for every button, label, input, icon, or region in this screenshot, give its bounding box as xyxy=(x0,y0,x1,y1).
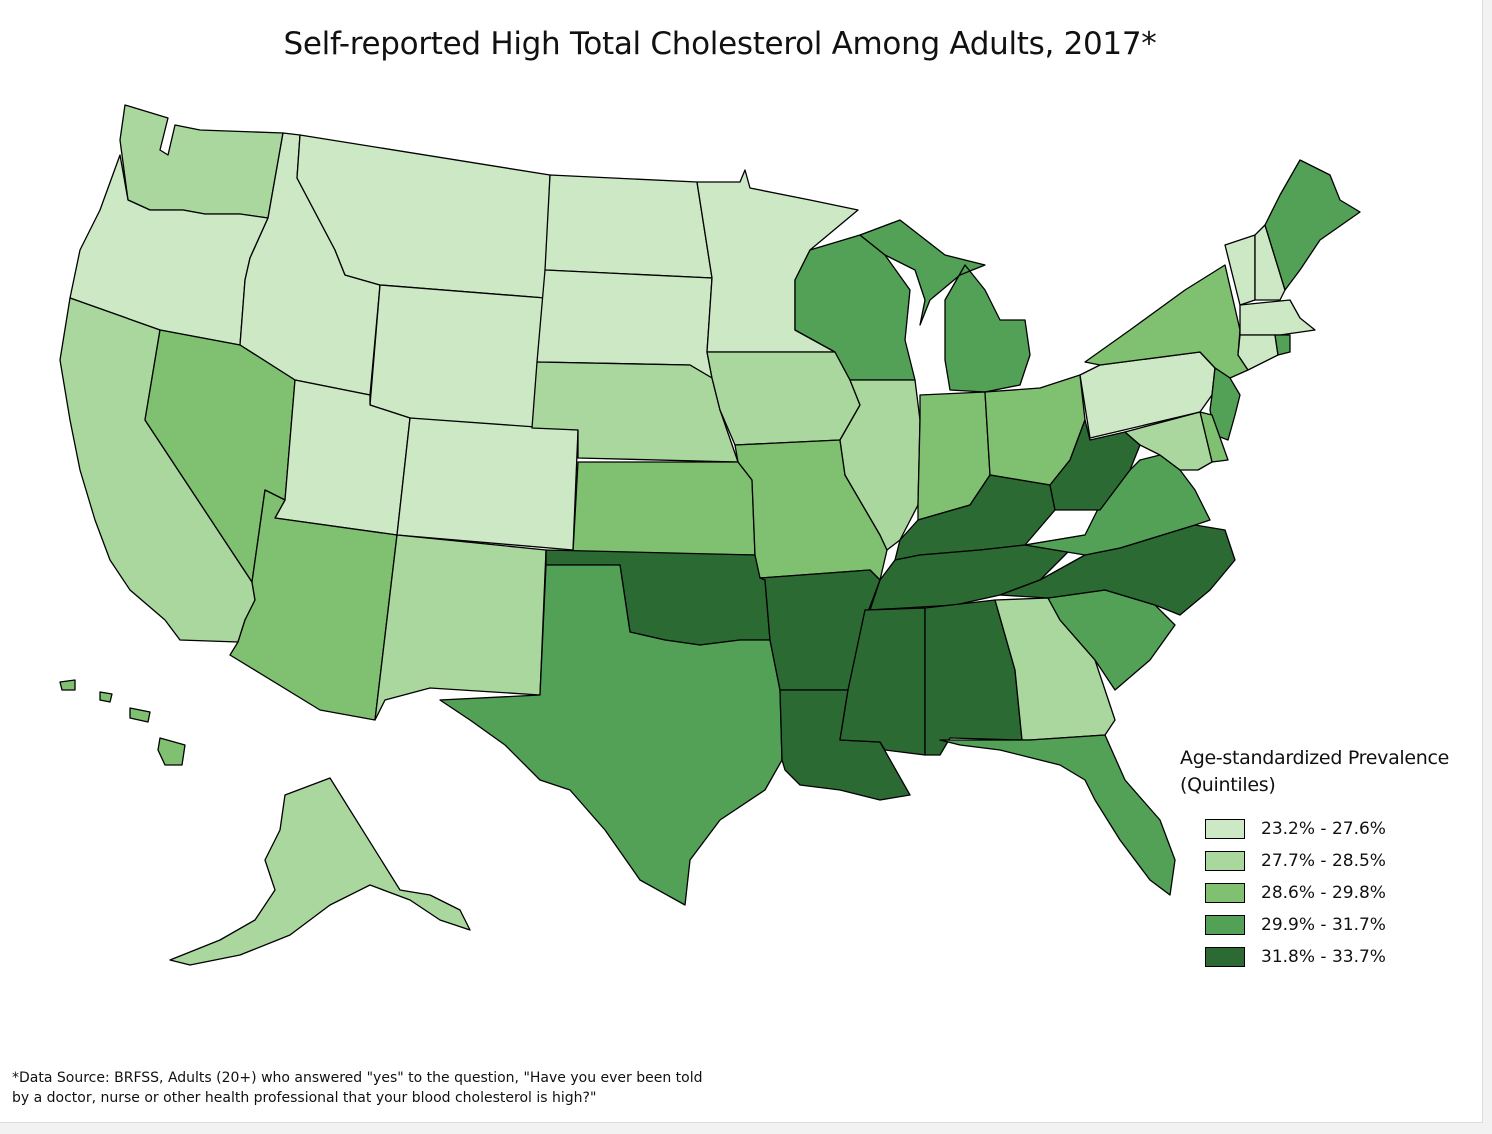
state-hawaii[interactable] xyxy=(59,679,186,766)
state-colorado[interactable] xyxy=(396,417,579,551)
state-massachusetts[interactable] xyxy=(1239,299,1316,336)
map-legend: Age-standardized Prevalence (Quintiles) … xyxy=(1180,745,1480,973)
state-michigan[interactable] xyxy=(859,219,1031,393)
state-iowa[interactable] xyxy=(706,351,861,446)
footnote-line2: by a doctor, nurse or other health profe… xyxy=(12,1090,597,1106)
legend-item: 29.9% - 31.7% xyxy=(1205,909,1480,941)
state-south-dakota[interactable] xyxy=(536,269,713,379)
state-new-mexico[interactable] xyxy=(374,534,547,721)
state-wyoming[interactable] xyxy=(369,284,546,433)
legend-label: 27.7% - 28.5% xyxy=(1261,851,1386,871)
state-illinois[interactable] xyxy=(839,379,921,551)
legend-swatch xyxy=(1205,883,1245,903)
legend-title-line2: (Quintiles) xyxy=(1180,774,1276,796)
legend-swatch xyxy=(1205,819,1245,839)
legend-title: Age-standardized Prevalence (Quintiles) xyxy=(1180,745,1480,799)
state-maine[interactable] xyxy=(1264,159,1361,291)
legend-label: 31.8% - 33.7% xyxy=(1261,947,1386,967)
state-washington[interactable] xyxy=(119,104,284,219)
state-kansas[interactable] xyxy=(572,461,756,556)
legend-item: 27.7% - 28.5% xyxy=(1205,845,1480,877)
footnote-line1: *Data Source: BRFSS, Adults (20+) who an… xyxy=(12,1070,703,1086)
state-new-jersey[interactable] xyxy=(1209,367,1241,441)
legend-title-line1: Age-standardized Prevalence xyxy=(1180,747,1450,769)
legend-label: 29.9% - 31.7% xyxy=(1261,915,1386,935)
data-source-footnote: *Data Source: BRFSS, Adults (20+) who an… xyxy=(12,1068,912,1108)
state-alaska[interactable] xyxy=(169,777,471,966)
legend-item: 28.6% - 29.8% xyxy=(1205,877,1480,909)
legend-item: 31.8% - 33.7% xyxy=(1205,941,1480,973)
legend-label: 28.6% - 29.8% xyxy=(1261,883,1386,903)
legend-label: 23.2% - 27.6% xyxy=(1261,819,1386,839)
map-title: Self-reported High Total Cholesterol Amo… xyxy=(283,26,1157,62)
legend-list: 23.2% - 27.6% 27.7% - 28.5% 28.6% - 29.8… xyxy=(1205,813,1480,973)
state-connecticut[interactable] xyxy=(1237,334,1279,371)
state-florida[interactable] xyxy=(939,734,1176,896)
state-texas[interactable] xyxy=(439,564,783,906)
state-maryland[interactable] xyxy=(1124,411,1213,471)
legend-swatch xyxy=(1205,947,1245,967)
state-rhode-island[interactable] xyxy=(1274,334,1291,356)
legend-item: 23.2% - 27.6% xyxy=(1205,813,1480,845)
state-new-hampshire[interactable] xyxy=(1254,224,1286,301)
legend-swatch xyxy=(1205,851,1245,871)
legend-swatch xyxy=(1205,915,1245,935)
state-north-dakota[interactable] xyxy=(544,174,713,279)
